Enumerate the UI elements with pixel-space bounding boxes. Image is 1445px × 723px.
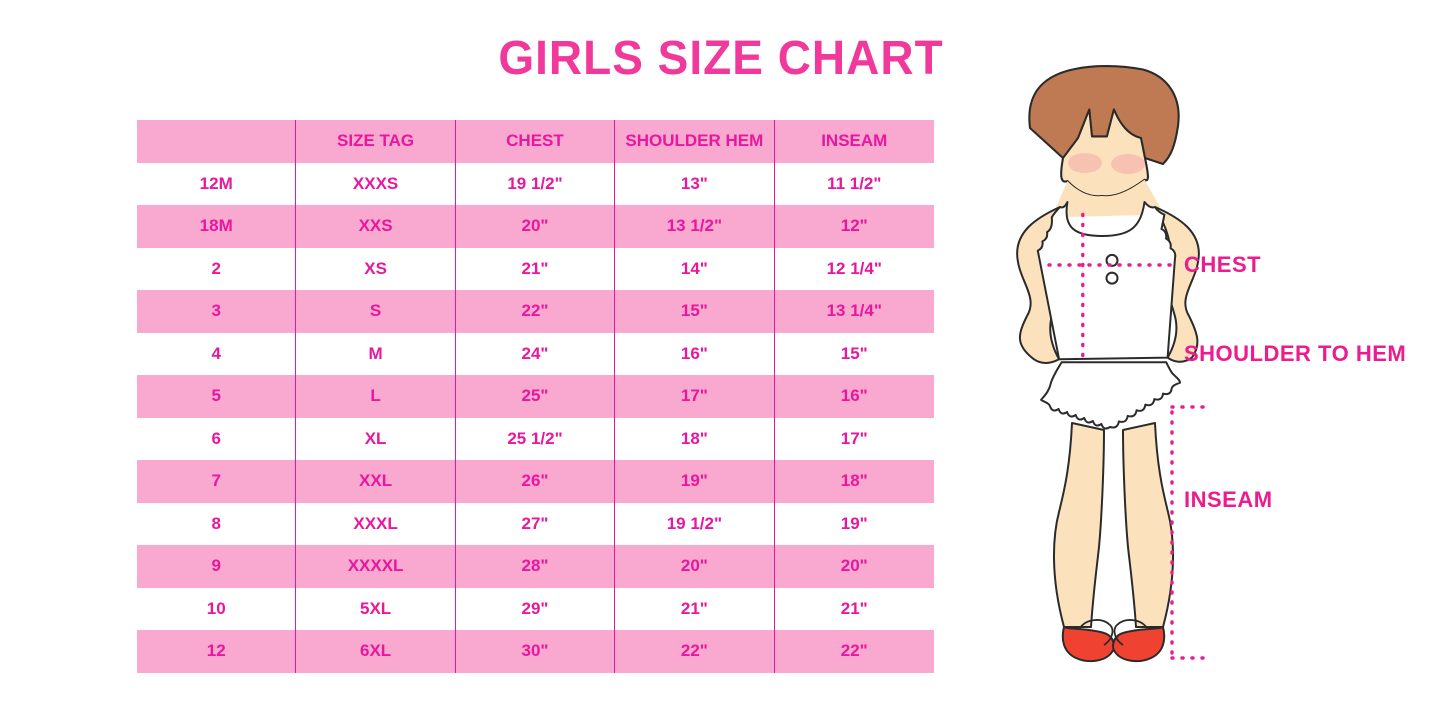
svg-text:CHEST: CHEST (1184, 252, 1261, 277)
svg-text:INSEAM: INSEAM (1184, 487, 1273, 512)
svg-text:SHOULDER TO HEM: SHOULDER TO HEM (1184, 341, 1406, 366)
